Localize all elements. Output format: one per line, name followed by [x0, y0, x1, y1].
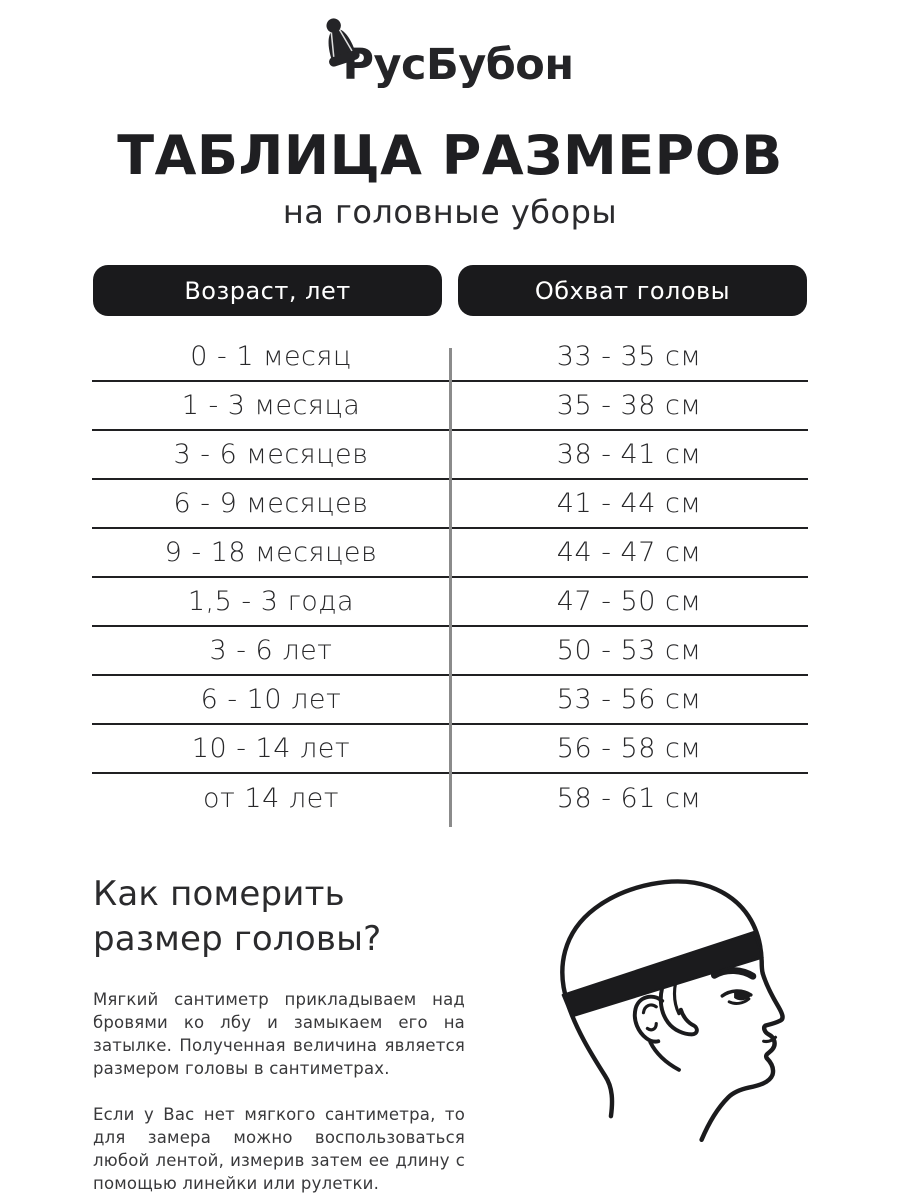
beanie-icon [326, 18, 361, 67]
size-cell: 58 - 61 см [556, 783, 702, 814]
age-cell: 6 - 9 месяцев [173, 488, 369, 519]
table-row: 0 - 1 месяц 33 - 35 см [92, 333, 808, 382]
column-header-age: Возраст, лет [93, 265, 442, 316]
logo-area: РусБубон [0, 0, 900, 90]
size-cell: 47 - 50 см [556, 586, 702, 617]
table-header-row: Возраст, лет Обхват головы [93, 265, 807, 316]
size-cell: 50 - 53 см [556, 635, 702, 666]
howto-section: Как померить размер головы? Мягкий санти… [93, 872, 465, 1200]
age-cell: от 14 лет [202, 783, 340, 814]
howto-heading: Как померить размер головы? [93, 874, 382, 959]
column-header-circumference: Обхват головы [458, 265, 807, 316]
size-cell: 38 - 41 см [556, 439, 702, 470]
size-cell: 56 - 58 см [556, 733, 702, 764]
page-subtitle: на головные уборы [282, 193, 618, 231]
size-cell: 44 - 47 см [556, 537, 702, 568]
brand-logo: РусБубон [326, 18, 574, 90]
size-cell: 53 - 56 см [556, 684, 702, 715]
howto-paragraph-1: Мягкий сантиметр прикладываем над бровям… [93, 989, 465, 1078]
table-row: от 14 лет 58 - 61 см [92, 774, 808, 823]
age-cell: 10 - 14 лет [191, 733, 351, 764]
column-header-age-label: Возраст, лет [184, 276, 351, 305]
head-profile-icon [560, 879, 785, 1142]
size-cell: 35 - 38 см [556, 390, 702, 421]
age-cell: 1,5 - 3 года [187, 586, 355, 617]
howto-paragraph-2: Если у Вас нет мягкого сантиметра, то дл… [93, 1104, 465, 1193]
age-cell: 0 - 1 месяц [190, 341, 352, 372]
size-table: 0 - 1 месяц 33 - 35 см 1 - 3 месяца 35 -… [92, 333, 808, 827]
size-cell: 41 - 44 см [556, 488, 702, 519]
age-cell: 1 - 3 месяца [181, 390, 361, 421]
age-cell: 9 - 18 месяцев [164, 537, 378, 568]
age-cell: 6 - 10 лет [200, 684, 342, 715]
column-header-circumference-label: Обхват головы [534, 276, 731, 305]
brand-name: РусБубон [342, 40, 574, 90]
head-measure-illustration [540, 862, 875, 1187]
page-title: ТАБЛИЦА РАЗМЕРОВ [117, 124, 783, 187]
age-cell: 3 - 6 месяцев [173, 439, 369, 470]
age-cell: 3 - 6 лет [209, 635, 333, 666]
size-cell: 33 - 35 см [556, 341, 702, 372]
column-divider [448, 348, 452, 827]
